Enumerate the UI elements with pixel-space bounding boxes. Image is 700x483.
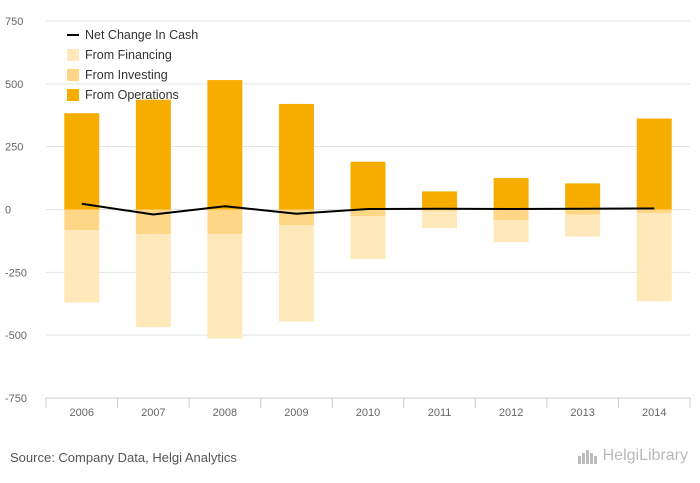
legend-label: From Financing	[85, 48, 172, 62]
y-axis-tick-labels: 750 500 250 0 -250 -500 -750	[5, 16, 27, 405]
y-tick-label: 250	[5, 142, 23, 154]
legend-swatch	[67, 89, 79, 101]
bar-from-operations	[565, 183, 601, 210]
x-tick-label: 2008	[213, 407, 237, 419]
x-tick-label: 2013	[570, 407, 594, 419]
y-tick-label: -750	[5, 393, 27, 405]
x-axis-tick-labels: 2006 2007 2008 2009 2010 2011 2012 2013 2014	[70, 407, 667, 419]
x-axis	[45, 397, 691, 408]
bar-from-operations	[493, 178, 529, 210]
x-tick-label: 2012	[499, 407, 523, 419]
net-change-line	[81, 202, 655, 216]
bar-from-investing	[493, 209, 529, 221]
bar-from-operations	[636, 118, 672, 210]
bar-from-operations	[350, 161, 386, 210]
y-tick-label: 500	[5, 79, 23, 91]
y-tick-label: -500	[5, 330, 27, 342]
source-note: Source: Company Data, Helgi Analytics	[10, 450, 237, 465]
x-tick-label: 2009	[284, 407, 308, 419]
bar-from-investing	[422, 209, 458, 212]
x-tick-label: 2006	[70, 407, 94, 419]
bar-from-investing	[64, 209, 100, 231]
legend-label: From Operations	[85, 88, 179, 102]
bar-from-operations	[278, 103, 314, 210]
bar-from-financing	[207, 233, 243, 339]
library-logo-icon	[577, 450, 597, 464]
bar-from-investing	[636, 209, 672, 214]
bar-from-financing	[565, 214, 601, 237]
bar-from-financing	[422, 211, 458, 229]
bar-from-investing	[565, 209, 601, 215]
y-tick-label: -250	[5, 267, 27, 279]
bar-from-investing	[350, 209, 386, 217]
logo-text: HelgiLibrary	[602, 447, 688, 464]
bar-from-financing	[636, 213, 672, 302]
bar-from-financing	[278, 225, 314, 322]
y-tick-label: 0	[5, 205, 11, 217]
legend-label: From Investing	[85, 68, 168, 82]
x-tick-label: 2007	[141, 407, 165, 419]
legend-swatch	[67, 49, 79, 61]
x-tick-label: 2010	[356, 407, 380, 419]
bar-from-operations	[207, 80, 243, 210]
bar-from-investing	[207, 209, 243, 234]
bar-from-financing	[493, 220, 529, 243]
x-tick-label: 2011	[428, 407, 452, 419]
bar-from-operations	[422, 191, 458, 210]
legend: Net Change In Cash From Financing From Inv…	[67, 28, 198, 102]
bar-from-financing	[350, 216, 386, 260]
y-tick-label: 750	[5, 16, 23, 28]
bars	[64, 80, 672, 339]
bar-from-financing	[64, 230, 100, 303]
bar-from-operations	[135, 99, 171, 210]
legend-label: Net Change In Cash	[85, 28, 198, 42]
net-change-in-cash-line	[81, 202, 655, 216]
bar-from-financing	[135, 234, 171, 328]
bar-from-operations	[64, 113, 100, 210]
helgi-library-logo: HelgiLibrary	[577, 447, 688, 465]
x-tick-label: 2014	[642, 407, 666, 419]
legend-swatch	[67, 69, 79, 81]
